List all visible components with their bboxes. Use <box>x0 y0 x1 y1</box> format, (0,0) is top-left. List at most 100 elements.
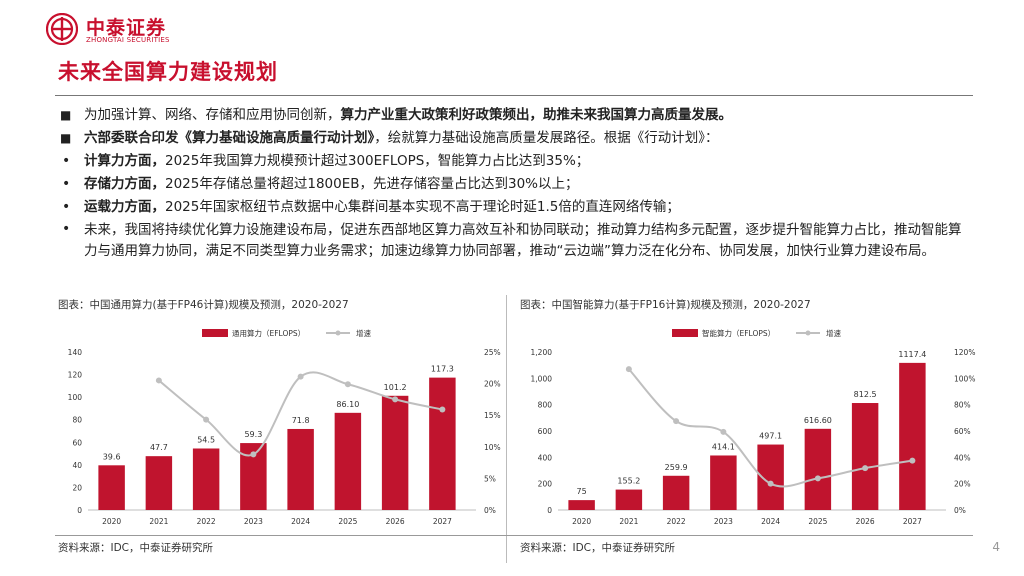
bar-data-label: 616.60 <box>804 416 832 425</box>
company-logo-icon <box>46 13 78 45</box>
bullet-marker: • <box>62 221 71 237</box>
legend-bar-label: 智能算力（EFLOPS） <box>702 328 775 338</box>
y-left-tick-label: 0 <box>77 506 82 515</box>
growth-point <box>625 366 632 373</box>
bullet-item: ■ 六部委联合印发《算力基础设施高质量行动计划》，绘就算力基础设施高质量发展路径。… <box>58 127 973 150</box>
y-left-tick-label: 1,000 <box>531 374 553 383</box>
x-tick-label: 2025 <box>808 517 827 526</box>
bar <box>381 395 409 510</box>
source-note-left: 资料来源：IDC，中泰证券研究所 <box>58 542 214 554</box>
x-tick-label: 2022 <box>197 517 216 526</box>
bar <box>429 377 456 510</box>
bar-data-label: 71.8 <box>292 416 310 425</box>
growth-point <box>767 480 774 487</box>
bullet-text: 2025年我国算力规模预计超过300EFLOPS，智能算力占比达到35%； <box>165 153 590 169</box>
x-tick-label: 2022 <box>667 517 686 526</box>
growth-point <box>250 451 257 458</box>
x-tick-label: 2020 <box>102 517 121 526</box>
y-right-tick-label: 10% <box>484 443 501 452</box>
growth-point <box>155 377 162 384</box>
general-compute-chart: 通用算力（EFLOPS） 增速 0 20 40 60 80 100 120 140 0% 5% 10% 1… <box>36 318 506 538</box>
growth-point <box>392 396 399 403</box>
bar <box>145 456 173 510</box>
legend-line-marker <box>805 330 811 336</box>
x-tick-label: 2024 <box>291 517 310 526</box>
bullet-text: 存储力方面， <box>84 176 165 192</box>
bar-data-label: 47.7 <box>150 443 168 452</box>
x-tick-label: 2024 <box>761 517 780 526</box>
y-left-tick-label: 800 <box>538 401 553 410</box>
y-right-tick-label: 20% <box>484 380 501 389</box>
brand-logo: 中泰证券 ZHONGTAI SECURITIES <box>46 11 216 47</box>
growth-point <box>673 418 680 425</box>
page-number: 4 <box>992 540 1000 554</box>
bar-data-label: 59.3 <box>244 430 262 439</box>
y-right-tick-label: 60% <box>954 427 971 436</box>
growth-point <box>203 416 210 423</box>
y-left-tick-label: 60 <box>72 438 82 447</box>
bullet-text: 运载力方面， <box>84 199 165 215</box>
bullet-text: ，绘就算力基础设施高质量发展路径。根据《行动计划》： <box>374 130 719 146</box>
bullet-text: 未来，我国将持续优化算力设施建设布局，促进东西部地区算力高效互补和协同联动；推动… <box>84 222 962 259</box>
bar-data-label: 39.6 <box>103 452 121 461</box>
y-left-tick-label: 40 <box>72 461 82 470</box>
bar-data-label: 75 <box>577 487 587 496</box>
x-tick-label: 2023 <box>244 517 263 526</box>
bullet-item: • 未来，我国将持续优化算力设施建设布局，促进东西部地区算力高效互补和协同联动；推… <box>58 219 973 262</box>
y-right-tick-label: 120% <box>954 348 975 357</box>
bullet-text: 算力产业重大政策利好政策频出，助推未来我国算力高质量发展。 <box>340 107 733 123</box>
page-title: 未来全国算力建设规划 <box>58 60 278 84</box>
bullet-marker: • <box>62 176 71 192</box>
bar-data-label: 497.1 <box>759 432 782 441</box>
y-right-tick-label: 80% <box>954 401 971 410</box>
bullet-marker: • <box>62 153 71 169</box>
bullet-marker: • <box>62 199 71 215</box>
bullet-text: 计算力方面， <box>84 153 165 169</box>
brand-name-cn: 中泰证券 <box>86 17 167 39</box>
y-left-tick-label: 400 <box>538 453 553 462</box>
bullet-text: 六部委联合印发《算力基础设施高质量行动计划》 <box>84 130 375 146</box>
bar <box>662 475 690 510</box>
source-note-right: 资料来源：IDC，中泰证券研究所 <box>520 542 676 554</box>
y-right-tick-label: 15% <box>484 411 501 420</box>
y-left-tick-label: 100 <box>68 393 83 402</box>
intelligent-compute-chart-svg: 智能算力（EFLOPS） 增速 0 200 400 600 800 1,000 1,200 0% 2… <box>531 328 976 526</box>
bar-data-label: 86.10 <box>336 400 359 409</box>
x-tick-label: 2021 <box>619 517 638 526</box>
growth-point <box>720 428 727 435</box>
bullet-item: • 运载力方面，2025年国家枢纽节点数据中心集群间基本实现不高于理论时延1.5倍… <box>58 196 973 219</box>
bar-data-label: 117.3 <box>431 365 454 374</box>
legend-line-label: 增速 <box>826 328 841 338</box>
legend-bar-swatch <box>672 329 698 337</box>
x-tick-label: 2020 <box>572 517 591 526</box>
bar-data-label: 259.9 <box>665 463 688 472</box>
chart-caption-intelligent: 图表：中国智能算力(基于FP16计算)规模及预测，2020-2027 <box>520 299 811 311</box>
y-right-tick-label: 100% <box>954 374 975 383</box>
bullet-text: 2025年存储总量将超过1800EB，先进存储容量占比达到30%以上； <box>165 176 579 192</box>
growth-point <box>909 457 916 464</box>
bullet-item: • 计算力方面，2025年我国算力规模预计超过300EFLOPS，智能算力占比达到… <box>58 150 973 173</box>
column-divider <box>506 295 507 563</box>
y-right-tick-label: 0% <box>484 506 496 515</box>
bullet-marker: ■ <box>60 131 72 145</box>
y-left-tick-label: 140 <box>68 348 83 357</box>
brand-name-en: ZHONGTAI SECURITIES <box>86 36 170 44</box>
bar <box>334 412 362 510</box>
chart-caption-general: 图表：中国通用算力(基于FP46计算)规模及预测，2020-2027 <box>58 299 349 311</box>
general-compute-chart-svg: 通用算力（EFLOPS） 增速 0 20 40 60 80 100 120 140 0% 5% 10% 1… <box>68 328 501 526</box>
y-right-tick-label: 5% <box>484 474 496 483</box>
bar-data-label: 54.5 <box>197 435 215 444</box>
legend-bar-label: 通用算力（EFLOPS） <box>232 328 305 338</box>
bullet-text: 2025年国家枢纽节点数据中心集群间基本实现不高于理论时延1.5倍的直连网络传输… <box>165 199 680 215</box>
legend-line-label: 增速 <box>356 328 371 338</box>
growth-point <box>862 465 869 472</box>
y-right-tick-label: 20% <box>954 480 971 489</box>
bar-data-label: 155.2 <box>617 477 640 486</box>
bar <box>615 489 643 510</box>
bullet-item: ■ 为加强计算、网络、存储和应用协同创新，算力产业重大政策利好政策频出，助推未来我… <box>58 104 973 127</box>
y-left-tick-label: 0 <box>547 506 552 515</box>
bullet-item: • 存储力方面，2025年存储总量将超过1800EB，先进存储容量占比达到30%以… <box>58 173 973 196</box>
bar <box>851 403 879 510</box>
bar <box>98 465 125 510</box>
bar <box>287 428 314 510</box>
